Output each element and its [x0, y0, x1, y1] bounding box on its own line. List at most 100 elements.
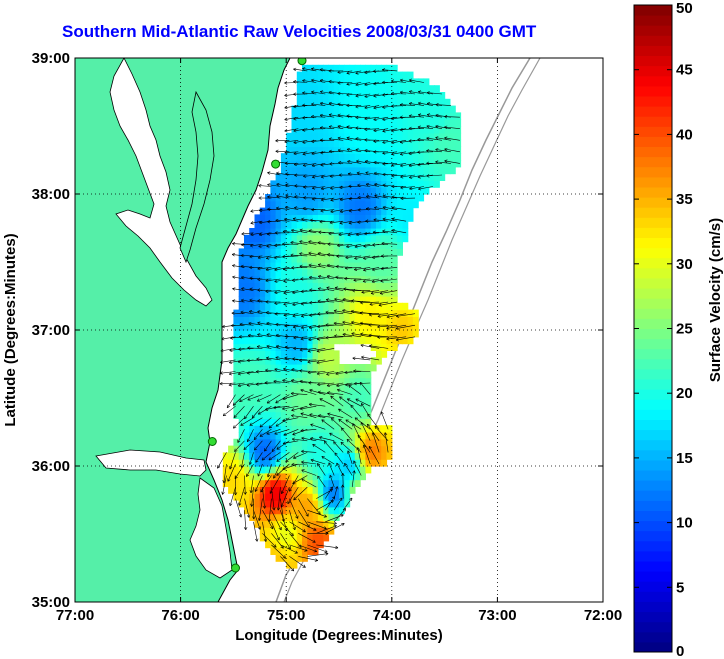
- velocity-arrow: [301, 437, 317, 442]
- velocity-cell: [280, 200, 287, 209]
- velocity-cell: [365, 64, 372, 73]
- velocity-cell: [397, 207, 403, 215]
- velocity-cell: [423, 119, 430, 127]
- velocity-arrow: [239, 394, 254, 402]
- velocity-cell: [349, 132, 356, 141]
- arrow-head: [364, 94, 368, 98]
- velocity-cell: [312, 370, 319, 379]
- arrow-head: [283, 367, 287, 371]
- velocity-cell: [365, 466, 372, 474]
- velocity-cell: [376, 459, 382, 467]
- velocity-cell: [270, 200, 277, 209]
- velocity-cell: [455, 139, 462, 147]
- velocity-arrow: [259, 429, 272, 437]
- velocity-arrow: [391, 93, 407, 95]
- velocity-cell: [312, 139, 319, 147]
- arrow-head: [346, 82, 350, 86]
- arrow-head: [336, 462, 340, 466]
- arrow-head: [241, 232, 245, 236]
- arrow-head: [317, 287, 321, 291]
- velocity-cell: [365, 255, 372, 263]
- velocity-arrow: [369, 313, 389, 316]
- velocity-arrow: [250, 475, 254, 493]
- velocity-arrow: [347, 173, 362, 176]
- velocity-arrow: [352, 357, 371, 361]
- velocity-cell: [365, 85, 372, 93]
- velocity-cell: [265, 452, 271, 460]
- velocity-cell: [249, 323, 256, 331]
- velocity-cell: [238, 302, 245, 311]
- velocity-cell: [280, 411, 287, 419]
- velocity-arrow: [249, 311, 263, 314]
- velocity-cell: [259, 330, 266, 338]
- velocity-cell: [349, 425, 356, 433]
- arrow-head: [293, 162, 297, 167]
- velocity-cell: [333, 64, 340, 73]
- arrow-head: [263, 538, 268, 542]
- velocity-cell: [312, 316, 319, 324]
- arrow-head: [275, 322, 279, 327]
- velocity-cell: [423, 153, 430, 161]
- velocity-cell: [291, 330, 298, 338]
- velocity-cell: [296, 248, 303, 256]
- velocity-cell: [349, 119, 356, 127]
- velocity-cell: [397, 146, 403, 154]
- velocity-cell: [244, 377, 250, 385]
- arrow-head: [266, 431, 270, 435]
- arrow-head: [339, 396, 343, 400]
- velocity-arrow: [435, 161, 451, 164]
- velocity-cell: [302, 411, 308, 419]
- velocity-arrow: [347, 450, 353, 465]
- velocity-arrow: [309, 301, 326, 304]
- arrow-head: [276, 194, 280, 198]
- velocity-cell: [302, 200, 308, 209]
- velocity-cell: [344, 323, 351, 331]
- velocity-cell: [333, 472, 340, 481]
- arrow-head: [275, 400, 279, 404]
- arrow-head: [426, 91, 430, 95]
- velocity-cell: [270, 534, 277, 542]
- velocity-arrow: [426, 150, 443, 153]
- velocity-cell: [344, 153, 351, 161]
- velocity-cell: [280, 160, 287, 168]
- velocity-cell: [302, 540, 308, 549]
- velocity-cell: [333, 194, 340, 202]
- velocity-cell: [370, 452, 377, 460]
- velocity-cell: [333, 364, 340, 372]
- arrow-head: [238, 514, 243, 518]
- velocity-cell: [296, 160, 303, 168]
- velocity-arrow: [221, 336, 236, 340]
- velocity-arrow: [307, 553, 329, 557]
- velocity-arrow: [285, 452, 299, 462]
- velocity-cell: [233, 350, 240, 358]
- velocity-cell: [344, 493, 351, 501]
- velocity-cell: [381, 262, 388, 270]
- velocity-cell: [402, 180, 409, 188]
- velocity-cell: [291, 472, 298, 481]
- velocity-cell: [381, 126, 388, 134]
- velocity-cell: [317, 214, 324, 222]
- arrow-head: [333, 321, 337, 326]
- arrow-head: [338, 418, 342, 423]
- velocity-cell: [391, 248, 398, 256]
- velocity-cell: [439, 119, 446, 127]
- radar-sites: [207, 58, 307, 573]
- velocity-cell: [286, 479, 293, 487]
- velocity-cell: [349, 85, 356, 93]
- velocity-cell: [275, 411, 282, 419]
- arrow-head: [250, 503, 254, 507]
- arrow-head: [257, 526, 261, 530]
- velocity-cell: [354, 479, 361, 487]
- velocity-arrow: [247, 429, 254, 442]
- velocity-cell: [381, 296, 388, 304]
- velocity-cell: [386, 78, 393, 86]
- velocity-cell: [323, 85, 330, 93]
- velocity-cell: [302, 330, 308, 338]
- velocity-cell: [323, 323, 330, 331]
- velocity-cell: [307, 438, 314, 447]
- arrow-head: [293, 455, 297, 459]
- velocity-arrow: [320, 114, 335, 118]
- arrow-head: [317, 463, 321, 467]
- velocity-arrow: [380, 411, 389, 430]
- velocity-cell: [270, 398, 277, 406]
